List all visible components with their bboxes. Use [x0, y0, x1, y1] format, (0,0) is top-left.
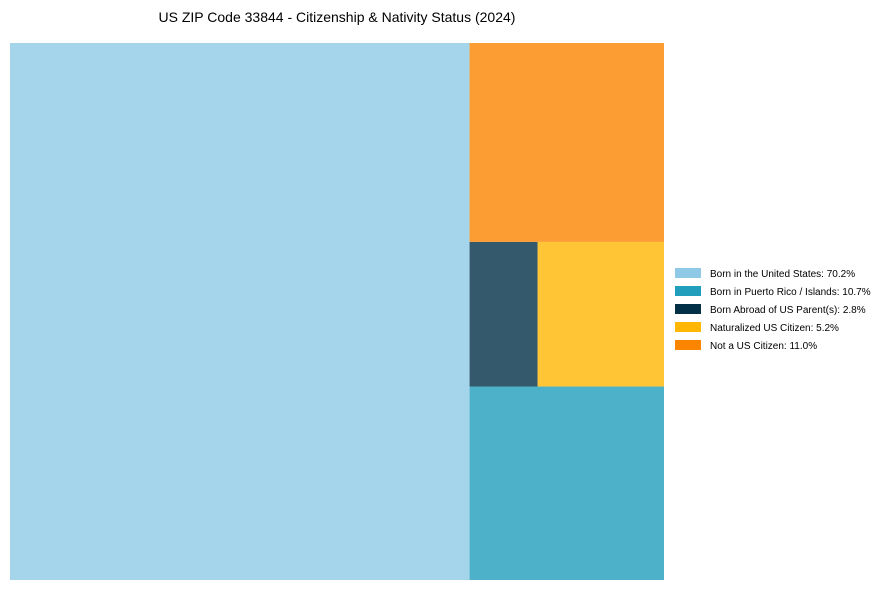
chart-title: US ZIP Code 33844 - Citizenship & Nativi…	[159, 9, 516, 25]
legend-label-born-in-the-united-states: Born in the United States: 70.2%	[710, 269, 855, 280]
legend-label-born-in-puerto-rico-islands: Born in Puerto Rico / Islands: 10.7%	[710, 287, 871, 298]
legend-label-naturalized-us-citizen: Naturalized US Citizen: 5.2%	[710, 323, 839, 334]
legend-swatch-born-abroad-of-us-parent-s	[675, 304, 701, 314]
legend-swatch-naturalized-us-citizen	[675, 322, 701, 332]
tile-born-in-puerto-rico-islands	[469, 386, 664, 580]
legend-label-not-a-us-citizen: Not a US Citizen: 11.0%	[710, 341, 817, 352]
treemap-tiles	[10, 43, 664, 580]
tile-born-in-the-united-states	[10, 43, 470, 580]
legend-swatch-not-a-us-citizen	[675, 340, 701, 350]
tile-not-a-us-citizen	[469, 43, 664, 242]
legend-label-born-abroad-of-us-parent-s: Born Abroad of US Parent(s): 2.8%	[710, 305, 866, 316]
legend-swatch-born-in-puerto-rico-islands	[675, 286, 701, 296]
tile-naturalized-us-citizen	[537, 241, 664, 387]
legend-swatch-born-in-the-united-states	[675, 268, 701, 278]
tile-born-abroad-of-us-parent-s	[469, 241, 538, 387]
legend: Born in the United States: 70.2% Born in …	[675, 268, 871, 352]
